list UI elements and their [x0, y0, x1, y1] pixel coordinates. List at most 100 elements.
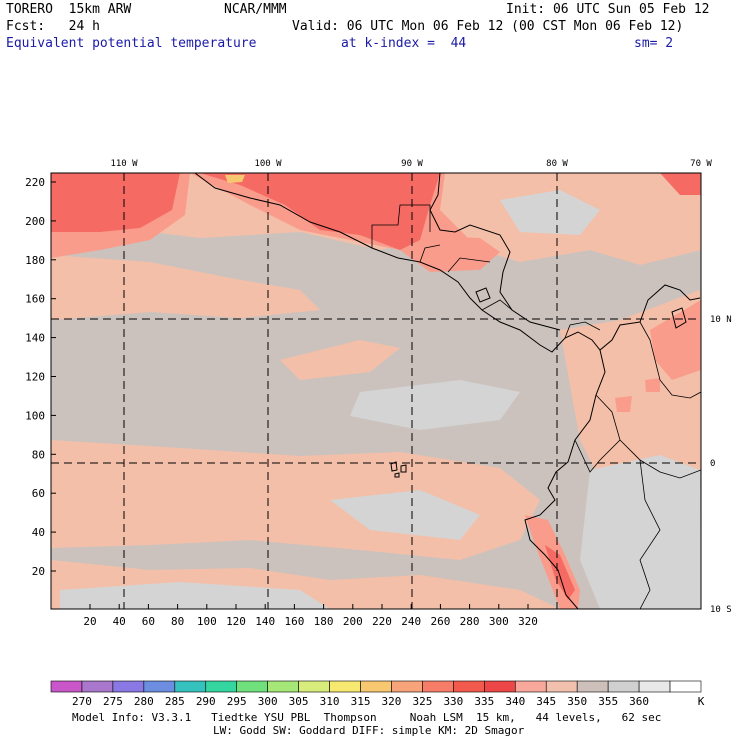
y-tick-label: 180 [25, 254, 45, 267]
colorbar-swatch [298, 680, 330, 693]
x-tick-label: 260 [430, 615, 450, 628]
border-ecuador-peru [574, 394, 621, 473]
latitude-labels: 10 N 0 10 S [710, 315, 732, 615]
colorbar-swatch [638, 680, 671, 693]
lake-nicaragua [475, 287, 491, 303]
colorbar-swatch [391, 680, 423, 693]
colorbar-swatch [484, 680, 516, 693]
y-tick-label: 140 [25, 332, 45, 345]
colorbar-swatch [50, 680, 83, 693]
colorbar-swatch [174, 680, 207, 693]
light-patch-amazon [580, 455, 701, 609]
colorbar-label: 320 [382, 695, 402, 708]
border-panama-colombia [564, 321, 601, 339]
y-tick-label: 60 [32, 487, 45, 500]
longitude-label: 90 W [401, 159, 423, 169]
x-tick-label: 60 [142, 615, 155, 628]
hot-region-honduras [430, 236, 500, 270]
temperature-field [51, 173, 701, 609]
colorbar-swatch [143, 680, 176, 693]
valid-time: Valid: 06 UTC Mon 06 Feb 12 (00 CST Mon … [292, 19, 684, 34]
lake-maracaibo [671, 307, 687, 329]
x-tick-label: 100 [197, 615, 217, 628]
lat-lon-grid [51, 173, 701, 609]
red-region-peru-coast [545, 545, 575, 600]
colorbar-swatch [607, 680, 640, 693]
x-tick-label: 320 [518, 615, 538, 628]
coastline-mexico-central-america [194, 173, 641, 353]
y-tick-label: 120 [25, 371, 45, 384]
smoothing-label: sm= 2 [634, 36, 674, 51]
coastline-south-america-west [639, 284, 701, 323]
hot-spot-ecuador [615, 396, 632, 412]
init-time: Init: 06 UTC Sun 05 Feb 12 [506, 2, 710, 17]
colorbar-swatch [422, 680, 454, 693]
warm-band-mid [280, 340, 400, 380]
warm-band-west [51, 255, 320, 320]
y-tick-label: 80 [32, 448, 45, 461]
political-borders [371, 204, 701, 609]
x-tick-label: 200 [343, 615, 363, 628]
x-tick-label: 300 [489, 615, 509, 628]
colorbar-label: 340 [505, 695, 525, 708]
colorbar-swatch [669, 680, 702, 693]
border-central-america [419, 244, 513, 311]
border-peru-brazil [619, 439, 701, 609]
colorbar-swatch [360, 680, 392, 693]
physics-info-line: LW: Godd SW: Goddard DIFF: simple KM: 2D… [213, 724, 525, 737]
y-tick-label: 220 [25, 176, 45, 189]
colorbar-swatch [205, 680, 238, 693]
colorbar-label: 335 [474, 695, 494, 708]
colorbar-label: 350 [567, 695, 587, 708]
colorbar-swatch [545, 680, 578, 693]
hot-spot-amazon [645, 378, 660, 392]
longitude-label: 70 W [690, 159, 712, 169]
light-patch-gulf [500, 190, 600, 235]
longitude-label: 80 W [546, 159, 568, 169]
colorbar-label: 315 [351, 695, 371, 708]
colorbar-label: 360 [629, 695, 649, 708]
y-tick-label: 100 [25, 409, 45, 422]
longitude-label: 100 W [254, 159, 282, 169]
x-axis-ticks: 20 40 60 80 100 120 140 160 180 200 220 240 260 280 30… [83, 604, 538, 628]
colorbar-label: 285 [165, 695, 185, 708]
y-tick-label: 40 [32, 526, 45, 539]
x-tick-label: 20 [83, 615, 96, 628]
x-tick-label: 240 [401, 615, 421, 628]
latitude-label: 10 N [710, 315, 732, 325]
red-region-mexico [200, 173, 440, 250]
colorbar-label: 290 [196, 695, 216, 708]
colorbar-label: 330 [443, 695, 463, 708]
colorbar-swatch [514, 680, 547, 693]
longitude-labels: 110 W 100 W 90 W 80 W 70 W [110, 159, 712, 169]
y-tick-label: 20 [32, 565, 45, 578]
x-tick-label: 140 [255, 615, 275, 628]
colorbar-label: 355 [598, 695, 618, 708]
colorbar-swatch [329, 680, 361, 693]
level-index: at k-index = 44 [341, 36, 467, 51]
colorbar-label: 275 [103, 695, 123, 708]
field-name: Equivalent potential temperature [6, 36, 257, 51]
latitude-label: 0 [710, 459, 715, 469]
colorbar-label: 270 [72, 695, 92, 708]
colorbar-swatch [81, 680, 114, 693]
x-tick-label: 280 [460, 615, 480, 628]
colorbar-label: 325 [412, 695, 432, 708]
x-tick-label: 40 [113, 615, 126, 628]
y-axis-ticks: 20 40 60 80 100 120 140 160 180 200 220 [25, 176, 56, 578]
coastline-south-america-pacific [524, 349, 606, 609]
x-tick-label: 180 [314, 615, 334, 628]
organization-label: NCAR/MMM [224, 2, 287, 17]
x-tick-label: 160 [284, 615, 304, 628]
latitude-label: 10 S [710, 605, 732, 615]
x-tick-label: 120 [226, 615, 246, 628]
colorbar-swatch [236, 680, 268, 693]
colorbar-label: 280 [134, 695, 154, 708]
model-title: TORERO 15km ARW [6, 2, 132, 17]
colorbar: 270 275 280 285 290 295 300 305 310 315 320 325 330 3… [50, 680, 705, 708]
red-region-northwest [51, 173, 180, 232]
y-tick-label: 200 [25, 215, 45, 228]
colorbar-label: 300 [258, 695, 278, 708]
warm-spot-mexico [225, 175, 245, 183]
